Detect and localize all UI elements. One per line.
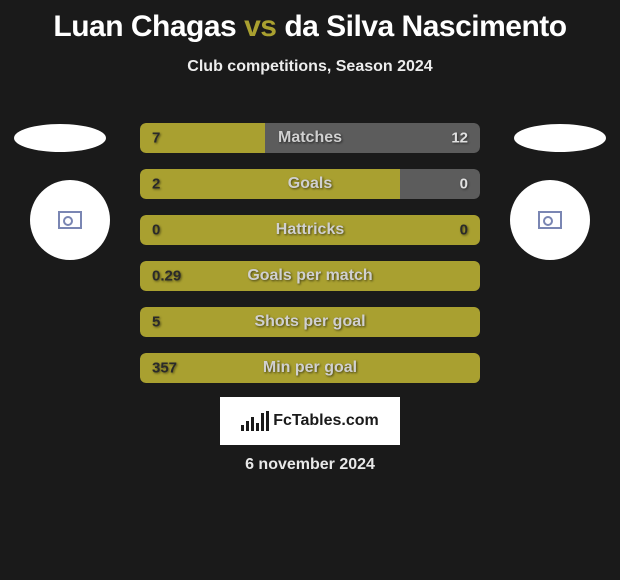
- brand-bar-tick: [246, 421, 249, 431]
- stat-bar-goals-per-match: Goals per match 0.29: [140, 261, 480, 291]
- bar-label: Goals per match: [247, 267, 372, 285]
- placeholder-image-icon: [538, 211, 562, 229]
- subtitle-text: Club competitions, Season 2024: [0, 58, 620, 76]
- bar-label: Goals: [288, 175, 332, 193]
- stat-bar-goals: Goals 2 0: [140, 169, 480, 199]
- bar-value-left: 7: [152, 130, 160, 147]
- stats-bars-container: Matches 7 12 Goals 2 0 Hattricks 0 0 Goals per ma…: [140, 123, 480, 399]
- bar-right-segment: [400, 169, 480, 199]
- vs-text: vs: [244, 10, 276, 43]
- player2-name: da Silva Nascimento: [284, 10, 566, 43]
- bar-left-segment: [140, 169, 400, 199]
- bar-value-right: 0: [460, 176, 468, 193]
- brand-bar-tick: [256, 423, 259, 431]
- bar-value-left: 0.29: [152, 268, 181, 285]
- placeholder-image-icon: [58, 211, 82, 229]
- bar-value-left: 357: [152, 360, 177, 377]
- decor-oval-right: [514, 124, 606, 152]
- brand-bar-tick: [266, 411, 269, 431]
- date-text: 6 november 2024: [245, 456, 375, 474]
- bar-value-right: 12: [451, 130, 468, 147]
- bar-label: Shots per goal: [254, 313, 365, 331]
- player2-avatar: [510, 180, 590, 260]
- bar-label: Hattricks: [276, 221, 344, 239]
- bar-label: Min per goal: [263, 359, 357, 377]
- stat-bar-min-per-goal: Min per goal 357: [140, 353, 480, 383]
- stat-bar-matches: Matches 7 12: [140, 123, 480, 153]
- bar-label: Matches: [278, 129, 342, 147]
- brand-box: FcTables.com: [220, 397, 400, 445]
- bar-value-left: 2: [152, 176, 160, 193]
- bar-value-left: 5: [152, 314, 160, 331]
- bar-value-left: 0: [152, 222, 160, 239]
- bar-value-right: 0: [460, 222, 468, 239]
- brand-bar-tick: [251, 417, 254, 431]
- decor-oval-left: [14, 124, 106, 152]
- stat-bar-hattricks: Hattricks 0 0: [140, 215, 480, 245]
- brand-bars-icon: [241, 411, 269, 431]
- brand-text: FcTables.com: [273, 412, 379, 430]
- brand-bar-tick: [241, 425, 244, 431]
- stat-bar-shots-per-goal: Shots per goal 5: [140, 307, 480, 337]
- player1-name: Luan Chagas: [53, 10, 236, 43]
- player1-avatar: [30, 180, 110, 260]
- brand-bar-tick: [261, 413, 264, 431]
- comparison-title: Luan Chagas vs da Silva Nascimento: [0, 0, 620, 44]
